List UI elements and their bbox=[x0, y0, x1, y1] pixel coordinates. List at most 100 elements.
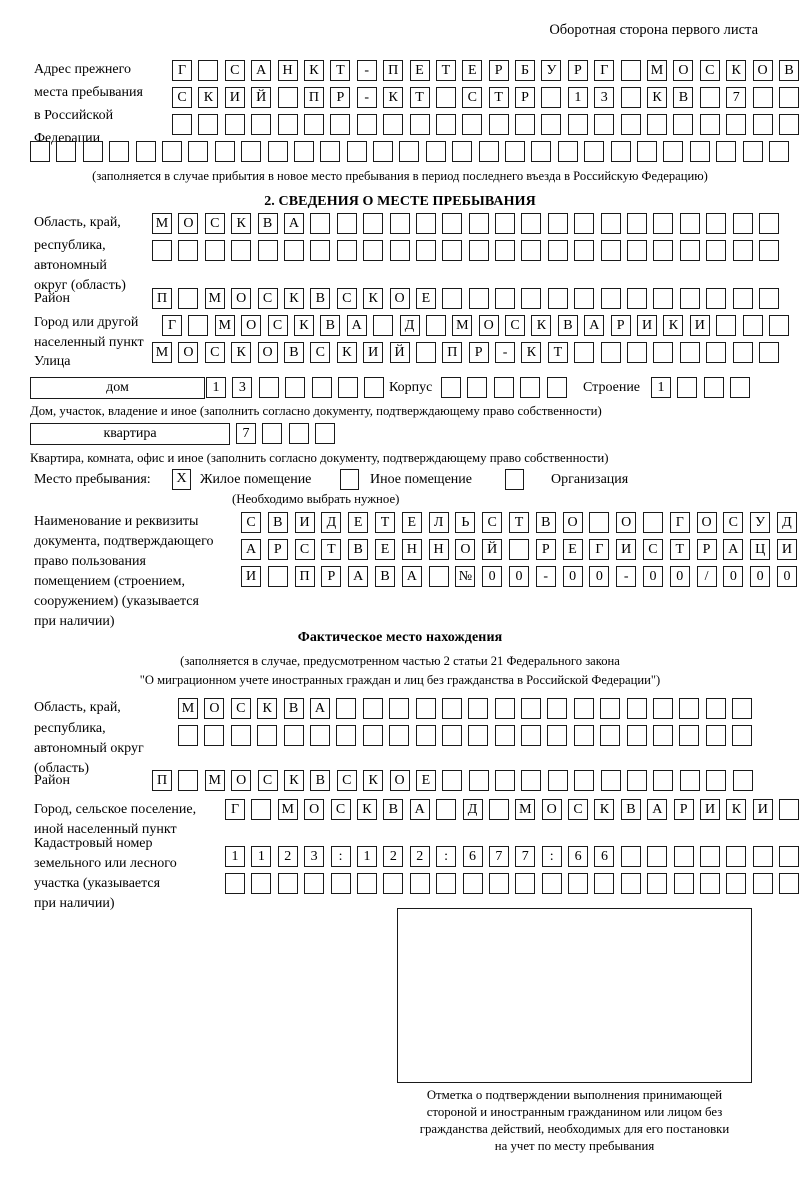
doc-r1-cell-17[interactable]: Г bbox=[669, 512, 690, 533]
actual-region-r1-cell-6[interactable]: А bbox=[309, 698, 330, 719]
prev-address-r4-cell-13[interactable] bbox=[346, 141, 367, 162]
doc-r3-cell-10[interactable]: 0 bbox=[482, 566, 503, 587]
actual-region-r1-cell-5[interactable]: В bbox=[283, 698, 304, 719]
street-cell-8[interactable]: К bbox=[336, 342, 357, 363]
actual-district-cell-14[interactable] bbox=[495, 770, 516, 791]
prev-address-r1-cell-20[interactable]: О bbox=[673, 60, 694, 81]
doc-r1-cell-20[interactable]: У bbox=[750, 512, 771, 533]
region-r2-cell-3[interactable] bbox=[204, 240, 225, 261]
doc-r2-cell-1[interactable]: А bbox=[241, 539, 261, 560]
prev-address-r4-cell-24[interactable] bbox=[636, 141, 657, 162]
actual-region-r2-cell-1[interactable] bbox=[178, 725, 198, 746]
doc-r3-cell-15[interactable]: - bbox=[616, 566, 637, 587]
district-cell-19[interactable] bbox=[627, 288, 648, 309]
cadastral-r1-cell-22[interactable] bbox=[779, 846, 800, 867]
cadastral-r1-cell-2[interactable]: 1 bbox=[251, 846, 272, 867]
house-cell-4[interactable] bbox=[285, 377, 306, 398]
street-cell-19[interactable] bbox=[627, 342, 648, 363]
region-r1-cell-13[interactable] bbox=[468, 213, 489, 234]
flat-cell-2[interactable] bbox=[262, 423, 283, 444]
actual-region-r1-cell-12[interactable] bbox=[468, 698, 489, 719]
city-cell-23[interactable] bbox=[742, 315, 763, 336]
cadastral-r2-cell-5[interactable] bbox=[330, 873, 351, 894]
actual-district-cell-15[interactable] bbox=[521, 770, 542, 791]
street-cell-6[interactable]: В bbox=[283, 342, 304, 363]
prev-address-r2-cell-1[interactable]: С bbox=[172, 87, 192, 108]
doc-r3-cell-20[interactable]: 0 bbox=[750, 566, 771, 587]
actual-region-r1-cell-13[interactable] bbox=[494, 698, 515, 719]
prev-address-r3-cell-18[interactable] bbox=[620, 114, 641, 135]
actual-city-cell-5[interactable]: С bbox=[330, 799, 351, 820]
prev-address-r3-cell-3[interactable] bbox=[224, 114, 245, 135]
prev-address-r4-cell-16[interactable] bbox=[425, 141, 446, 162]
prev-address-r1-cell-9[interactable]: П bbox=[383, 60, 404, 81]
doc-r3-cell-5[interactable]: А bbox=[348, 566, 369, 587]
prev-address-r2-cell-21[interactable] bbox=[699, 87, 720, 108]
cadastral-row-2[interactable] bbox=[225, 873, 800, 894]
city-cell-9[interactable] bbox=[373, 315, 394, 336]
prev-address-r2-cell-24[interactable] bbox=[778, 87, 799, 108]
region-r1-cell-19[interactable] bbox=[627, 213, 648, 234]
prev-address-r4-cell-11[interactable] bbox=[293, 141, 314, 162]
actual-district-cell-20[interactable] bbox=[653, 770, 674, 791]
actual-city-cell-22[interactable] bbox=[779, 799, 800, 820]
region-r2-cell-8[interactable] bbox=[336, 240, 357, 261]
district-cell-13[interactable] bbox=[468, 288, 489, 309]
actual-city-cell-4[interactable]: О bbox=[304, 799, 325, 820]
actual-city-cell-19[interactable]: И bbox=[700, 799, 721, 820]
actual-city-cell-17[interactable]: А bbox=[647, 799, 668, 820]
region-r2-cell-9[interactable] bbox=[363, 240, 384, 261]
street-cell-16[interactable]: Т bbox=[547, 342, 568, 363]
doc-r3-cell-18[interactable]: / bbox=[696, 566, 717, 587]
korpus-cell-3[interactable] bbox=[493, 377, 514, 398]
city-cell-1[interactable]: Г bbox=[162, 315, 182, 336]
prev-address-r4-cell-2[interactable] bbox=[56, 141, 77, 162]
actual-district-cell-7[interactable]: В bbox=[310, 770, 331, 791]
actual-region-r1-cell-9[interactable] bbox=[389, 698, 410, 719]
actual-district-cell-23[interactable] bbox=[732, 770, 753, 791]
actual-region-r1-cell-10[interactable] bbox=[415, 698, 436, 719]
district-cell-4[interactable]: О bbox=[231, 288, 252, 309]
district-cell-1[interactable]: П bbox=[152, 288, 172, 309]
cadastral-r1-cell-14[interactable]: 6 bbox=[568, 846, 589, 867]
prev-address-r2-cell-17[interactable]: 3 bbox=[594, 87, 615, 108]
actual-region-r1-cell-7[interactable] bbox=[336, 698, 357, 719]
city-cell-8[interactable]: А bbox=[346, 315, 367, 336]
doc-r2-cell-10[interactable]: Й bbox=[482, 539, 503, 560]
city-cell-22[interactable] bbox=[716, 315, 737, 336]
actual-region-r2-cell-8[interactable] bbox=[362, 725, 383, 746]
street-cell-11[interactable] bbox=[415, 342, 436, 363]
district-cell-15[interactable] bbox=[521, 288, 542, 309]
prev-address-r2-cell-4[interactable]: Й bbox=[251, 87, 272, 108]
city-cell-6[interactable]: К bbox=[293, 315, 314, 336]
doc-r3-cell-17[interactable]: 0 bbox=[669, 566, 690, 587]
prev-address-r1-cell-18[interactable] bbox=[620, 60, 641, 81]
street-cell-20[interactable] bbox=[653, 342, 674, 363]
actual-region-r2-cell-19[interactable] bbox=[653, 725, 674, 746]
street-cell-7[interactable]: С bbox=[310, 342, 331, 363]
flat-cell-1[interactable]: 7 bbox=[236, 423, 256, 444]
prev-address-r3-cell-12[interactable] bbox=[462, 114, 483, 135]
prev-address-r1-cell-5[interactable]: Н bbox=[277, 60, 298, 81]
actual-district-cell-11[interactable]: Е bbox=[415, 770, 436, 791]
doc-r1-cell-21[interactable]: Д bbox=[776, 512, 797, 533]
doc-r3-cell-1[interactable]: И bbox=[241, 566, 261, 587]
prev-address-r4-cell-18[interactable] bbox=[478, 141, 499, 162]
prev-address-r3-cell-5[interactable] bbox=[277, 114, 298, 135]
korpus-cell-1[interactable] bbox=[441, 377, 461, 398]
actual-district-cell-18[interactable] bbox=[600, 770, 621, 791]
prev-address-r3-cell-14[interactable] bbox=[515, 114, 536, 135]
doc-r1-cell-3[interactable]: И bbox=[294, 512, 315, 533]
street-cell-14[interactable]: - bbox=[495, 342, 516, 363]
city-cell-19[interactable]: И bbox=[637, 315, 658, 336]
stay-type-option-residential-checkbox[interactable]: Х bbox=[172, 469, 191, 490]
region-r2-cell-22[interactable] bbox=[706, 240, 727, 261]
doc-r2-cell-2[interactable]: Р bbox=[267, 539, 288, 560]
actual-region-r2-cell-4[interactable] bbox=[257, 725, 278, 746]
doc-r3-cell-8[interactable] bbox=[428, 566, 449, 587]
prev-address-r1-cell-1[interactable]: Г bbox=[172, 60, 192, 81]
region-r2-cell-21[interactable] bbox=[679, 240, 700, 261]
